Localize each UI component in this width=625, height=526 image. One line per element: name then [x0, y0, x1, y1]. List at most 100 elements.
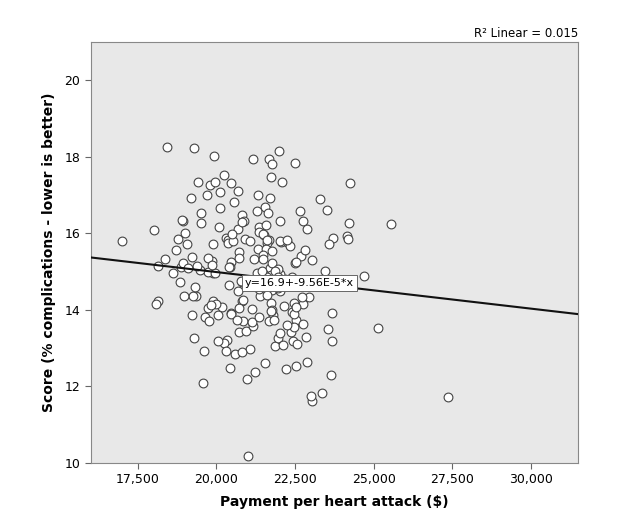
Point	[233, 286, 243, 295]
Point	[274, 272, 284, 281]
Point	[282, 236, 292, 245]
Point	[288, 337, 298, 345]
Point	[178, 259, 188, 267]
Point	[228, 237, 238, 245]
Point	[232, 316, 242, 324]
Point	[152, 262, 162, 270]
Point	[182, 240, 192, 248]
Point	[280, 275, 290, 284]
Point	[208, 297, 218, 305]
Point	[328, 234, 338, 242]
Point	[206, 260, 216, 269]
Point	[259, 203, 269, 211]
Point	[206, 300, 216, 309]
Point	[270, 266, 280, 275]
Point	[175, 278, 185, 286]
Point	[238, 296, 248, 305]
Point	[262, 239, 272, 248]
Point	[227, 230, 237, 239]
Point	[262, 236, 272, 244]
Point	[386, 219, 396, 228]
Point	[373, 324, 383, 332]
Point	[264, 282, 274, 290]
Point	[229, 198, 239, 206]
Point	[324, 239, 334, 248]
Y-axis label: Score (% complications - lower is better): Score (% complications - lower is better…	[42, 93, 56, 412]
Point	[192, 262, 202, 270]
Point	[344, 219, 354, 227]
Point	[257, 267, 267, 275]
Point	[202, 191, 212, 199]
Point	[187, 252, 197, 261]
Point	[223, 235, 233, 244]
Point	[315, 195, 325, 203]
Point	[236, 277, 246, 286]
Point	[278, 341, 288, 350]
Point	[238, 347, 248, 356]
Point	[238, 317, 248, 326]
Point	[186, 194, 196, 203]
Point	[266, 270, 276, 279]
Point	[215, 188, 225, 196]
Point	[299, 246, 309, 254]
Point	[275, 217, 285, 225]
Point	[230, 350, 240, 358]
Point	[273, 334, 283, 342]
Point	[269, 316, 279, 325]
Point	[241, 327, 251, 336]
Point	[290, 159, 300, 167]
Point	[226, 310, 236, 318]
Point	[291, 316, 301, 324]
Point	[273, 265, 283, 274]
Point	[225, 364, 235, 372]
Point	[289, 322, 299, 331]
Point	[198, 379, 208, 387]
Point	[248, 322, 258, 330]
Point	[292, 340, 302, 348]
Point	[189, 334, 199, 342]
Point	[276, 238, 286, 246]
Point	[307, 256, 317, 265]
Point	[195, 266, 205, 274]
Point	[266, 299, 276, 307]
Point	[261, 245, 271, 253]
Point	[211, 300, 221, 308]
Point	[222, 336, 232, 344]
Point	[261, 271, 271, 279]
Point	[189, 144, 199, 152]
Point	[234, 254, 244, 262]
Point	[162, 143, 172, 151]
Point	[208, 240, 218, 249]
Point	[258, 277, 268, 285]
X-axis label: Payment per heart attack ($): Payment per heart attack ($)	[220, 494, 449, 509]
Point	[191, 283, 201, 291]
Point	[308, 397, 318, 405]
Point	[173, 235, 183, 243]
Point	[327, 309, 337, 317]
Point	[226, 309, 236, 318]
Point	[219, 339, 229, 347]
Point	[295, 207, 305, 215]
Point	[168, 269, 178, 277]
Point	[264, 155, 274, 163]
Point	[238, 297, 248, 306]
Point	[242, 375, 252, 383]
Point	[253, 276, 263, 284]
Point	[209, 151, 219, 160]
Point	[297, 293, 307, 301]
Point	[298, 299, 308, 308]
Point	[178, 217, 188, 225]
Point	[282, 238, 292, 246]
Point	[254, 285, 264, 294]
Point	[196, 209, 206, 217]
Point	[258, 229, 268, 238]
Point	[262, 272, 272, 281]
Point	[238, 210, 248, 219]
Point	[255, 291, 265, 300]
Point	[118, 237, 127, 246]
Point	[234, 304, 244, 312]
Point	[343, 235, 353, 243]
Point	[248, 305, 258, 313]
Point	[179, 292, 189, 300]
Point	[274, 147, 284, 155]
